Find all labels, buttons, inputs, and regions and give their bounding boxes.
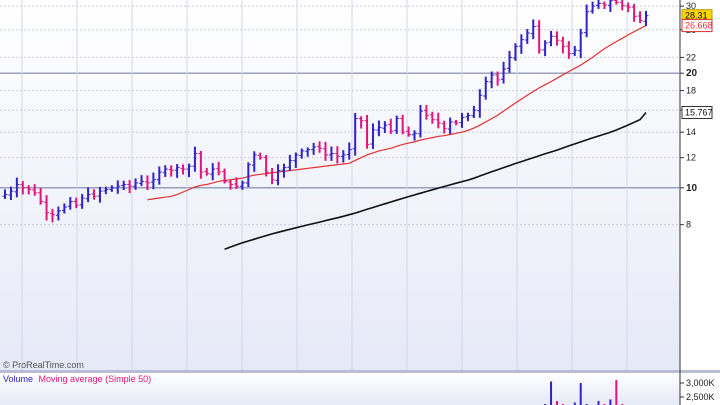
ma-long-badge-box: [681, 105, 713, 119]
y-tick-label: 8: [686, 220, 691, 230]
ma-short-series: [147, 25, 647, 201]
y-tick-label: 20: [686, 68, 698, 79]
y-tick-label: 30: [686, 1, 696, 11]
y-tick-label: 22: [686, 52, 696, 62]
ma-long-line: [224, 111, 647, 250]
y-tick-label: 10: [686, 183, 698, 194]
volume-axis-ticks: 3,000K 2,500K: [680, 378, 715, 402]
credit-text: © ProRealTime.com: [3, 360, 84, 370]
volume-legend: Volume Moving average (Simple 50): [3, 374, 151, 384]
volume-title: Volume: [3, 374, 33, 384]
y-tick-label: 14: [686, 127, 696, 137]
ma-long-series: [224, 111, 647, 250]
volume-ma-title: Moving average (Simple 50): [39, 374, 152, 384]
y-tick-label: 12: [686, 153, 696, 163]
volume-tick-label: 2,500K: [686, 392, 715, 402]
ma-short-line: [147, 25, 647, 201]
plot-background: [0, 0, 680, 370]
ma-long-badge: 15.767: [685, 107, 713, 117]
y-tick-label: 18: [686, 86, 696, 96]
panel-divider: [0, 370, 720, 373]
ma-short-badge-box: [681, 19, 713, 33]
volume-bars: [544, 380, 624, 405]
ma-short-badge: 26.668: [685, 21, 713, 31]
last-price-badge: 28.31: [685, 11, 708, 21]
vertical-grid: [21, 0, 628, 370]
volume-background: [0, 373, 680, 405]
grid: [0, 5, 680, 226]
price-bars: [2, 0, 649, 223]
volume-tick-label: 3,000K: [686, 378, 715, 388]
